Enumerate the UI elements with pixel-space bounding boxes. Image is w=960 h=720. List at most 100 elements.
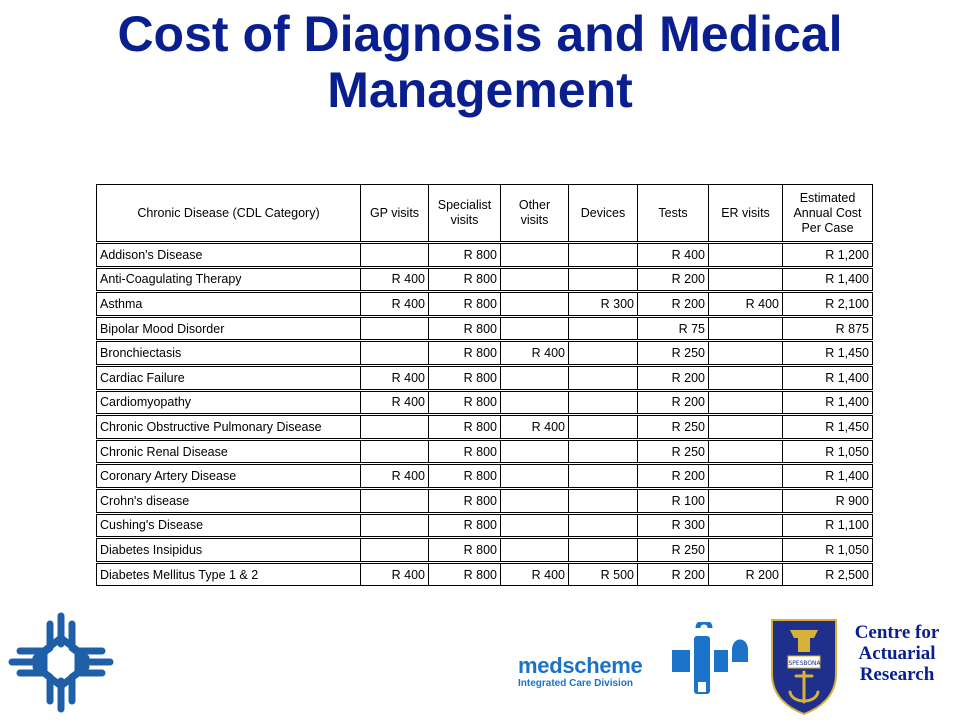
cost-cell	[708, 413, 783, 440]
cost-cell: R 250	[637, 413, 709, 440]
cost-table: Chronic Disease (CDL Category) GP visits…	[96, 184, 873, 587]
table-row: Anti-Coagulating Therapy R 400 R 800 R 200 R…	[96, 265, 873, 293]
cost-cell: R 1,100	[782, 511, 873, 539]
cost-cell: R 800	[428, 314, 501, 342]
cost-cell	[708, 314, 783, 342]
table-row: Diabetes Insipidus R 800 R 250 R 1,050	[96, 536, 873, 563]
disease-name-cell: Coronary Artery Disease	[96, 462, 361, 489]
crest-motto-left: SPES	[788, 660, 803, 667]
centre-line-2: Actuarial	[858, 643, 936, 664]
table-row: Cardiac Failure R 400 R 800 R 200 R 1,400	[96, 363, 873, 391]
table-row: Crohn's disease R 800 R 100 R 900	[96, 486, 873, 514]
cost-cell: R 800	[428, 462, 501, 489]
centre-actuarial-research: Centre for Actuarial Research	[842, 622, 952, 685]
cost-cell	[708, 363, 783, 391]
cost-cell	[708, 511, 783, 539]
cost-cell: R 200	[637, 462, 709, 489]
crest-motto-right: BONA	[803, 660, 821, 667]
cost-cell	[708, 462, 783, 489]
cost-cell: R 800	[428, 511, 501, 539]
cost-cell	[500, 462, 569, 489]
cost-cell: R 250	[637, 536, 709, 563]
disease-name-cell: Chronic Obstructive Pulmonary Disease	[96, 413, 361, 440]
cost-cell	[708, 388, 783, 416]
centre-line-3: Research	[859, 664, 935, 685]
header-devices: Devices	[568, 184, 638, 243]
cost-cell	[568, 388, 638, 416]
cost-cell: R 200	[637, 265, 709, 293]
table-row: Bipolar Mood Disorder R 800 R 75 R 875	[96, 314, 873, 342]
cost-cell: R 800	[428, 560, 501, 587]
cost-cell: R 1,450	[782, 413, 873, 440]
cost-cell: R 2,100	[782, 290, 873, 317]
disease-name-cell: Asthma	[96, 290, 361, 317]
cost-cell: R 1,450	[782, 339, 873, 366]
disease-name-cell: Diabetes Insipidus	[96, 536, 361, 563]
cost-cell: R 1,400	[782, 265, 873, 293]
cost-cell: R 300	[637, 511, 709, 539]
cost-cell: R 400	[360, 462, 429, 489]
cost-cell: R 1,050	[782, 536, 873, 563]
cost-cell	[500, 290, 569, 317]
cost-cell: R 200	[637, 290, 709, 317]
cost-cell	[568, 265, 638, 293]
cost-cell: R 200	[637, 560, 709, 587]
cost-cell: R 900	[782, 486, 873, 514]
table-row: Bronchiectasis R 800 R 400 R 250 R 1,450	[96, 339, 873, 366]
cost-cell: R 250	[637, 437, 709, 465]
cost-cell	[360, 339, 429, 366]
cost-cell: R 800	[428, 241, 501, 268]
table-header-row: Chronic Disease (CDL Category) GP visits…	[96, 184, 873, 243]
header-specialist-visits: Specialist visits	[428, 184, 501, 243]
cost-cell	[568, 339, 638, 366]
header-disease: Chronic Disease (CDL Category)	[96, 184, 361, 243]
cost-cell: R 400	[360, 363, 429, 391]
header-tests: Tests	[637, 184, 709, 243]
cross-network-icon	[8, 612, 114, 713]
centre-line-1: Centre for	[854, 622, 940, 643]
cost-cell: R 300	[568, 290, 638, 317]
cost-cell: R 800	[428, 486, 501, 514]
table-row: Cardiomyopathy R 400 R 800 R 200 R 1,400	[96, 388, 873, 416]
medscheme-subtitle: Integrated Care Division	[518, 678, 634, 689]
medscheme-mark-icon	[672, 622, 748, 694]
header-er-visits: ER visits	[708, 184, 783, 243]
cost-cell: R 400	[360, 265, 429, 293]
cost-cell: R 800	[428, 363, 501, 391]
cost-cell: R 200	[637, 363, 709, 391]
cost-cell: R 400	[708, 290, 783, 317]
cost-cell: R 200	[637, 388, 709, 416]
disease-name-cell: Cushing's Disease	[96, 511, 361, 539]
cost-cell: R 400	[360, 290, 429, 317]
cost-cell	[500, 486, 569, 514]
disease-name-cell: Addison's Disease	[96, 241, 361, 268]
header-gp-visits: GP visits	[360, 184, 429, 243]
cost-cell	[568, 462, 638, 489]
cost-cell: R 400	[360, 388, 429, 416]
cost-cell	[500, 388, 569, 416]
cost-cell	[568, 486, 638, 514]
cost-cell: R 800	[428, 437, 501, 465]
medscheme-logo: medscheme Integrated Care Division	[518, 653, 643, 691]
cost-cell: R 800	[428, 536, 501, 563]
table-row: Chronic Renal Disease R 800 R 250 R 1,050	[96, 437, 873, 465]
medscheme-brand: medscheme	[518, 653, 643, 678]
disease-name-cell: Crohn's disease	[96, 486, 361, 514]
cost-cell: R 800	[428, 265, 501, 293]
cost-cell	[568, 511, 638, 539]
cost-cell	[568, 363, 638, 391]
disease-name-cell: Bronchiectasis	[96, 339, 361, 366]
cost-cell: R 1,400	[782, 462, 873, 489]
slide-title-line-2: Management	[327, 62, 633, 118]
disease-name-cell: Cardiac Failure	[96, 363, 361, 391]
cost-cell: R 800	[428, 290, 501, 317]
disease-name-cell: Cardiomyopathy	[96, 388, 361, 416]
cost-cell: R 800	[428, 388, 501, 416]
cost-cell: R 75	[637, 314, 709, 342]
cost-cell: R 1,050	[782, 437, 873, 465]
cost-cell: R 800	[428, 413, 501, 440]
cost-cell	[568, 437, 638, 465]
cost-cell	[360, 437, 429, 465]
cost-cell: R 200	[708, 560, 783, 587]
